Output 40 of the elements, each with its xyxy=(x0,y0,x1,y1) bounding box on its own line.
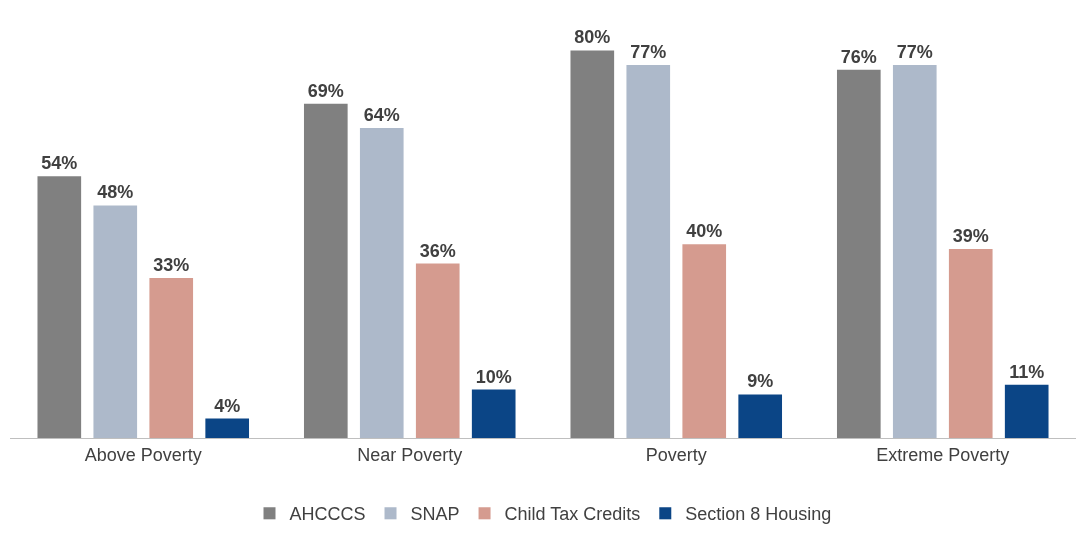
data-label: 54% xyxy=(41,153,78,174)
bar xyxy=(149,278,194,438)
bar xyxy=(626,64,671,438)
bar xyxy=(93,205,138,438)
data-label: 36% xyxy=(419,240,456,261)
data-label: 69% xyxy=(307,80,344,101)
bar xyxy=(682,244,727,438)
data-label: 77% xyxy=(896,41,933,62)
data-label: 10% xyxy=(475,366,512,387)
bar xyxy=(303,103,348,438)
bar xyxy=(359,127,404,438)
bar xyxy=(471,389,516,438)
data-label: 39% xyxy=(952,226,989,247)
bar xyxy=(205,418,250,438)
bar xyxy=(948,249,993,438)
bar xyxy=(1004,384,1049,438)
data-label: 64% xyxy=(363,104,400,125)
legend-label: Child Tax Credits xyxy=(504,504,641,525)
x-tick-label: Above Poverty xyxy=(84,444,202,465)
data-label: 76% xyxy=(840,46,877,67)
legend-label: AHCCCS xyxy=(289,504,366,525)
data-label: 40% xyxy=(686,221,723,242)
x-tick-label: Poverty xyxy=(645,444,707,465)
bar xyxy=(738,394,783,438)
x-tick-label: Extreme Poverty xyxy=(876,444,1010,465)
bar xyxy=(892,64,937,438)
data-label: 4% xyxy=(214,395,241,416)
legend-label: Section 8 Housing xyxy=(685,504,832,525)
bar xyxy=(836,69,881,438)
x-tick-label: Near Poverty xyxy=(357,444,463,465)
data-label: 80% xyxy=(574,27,611,48)
data-label: 33% xyxy=(153,255,190,276)
bar xyxy=(415,263,460,438)
bar xyxy=(37,176,82,438)
data-label: 11% xyxy=(1009,361,1045,382)
legend-label: SNAP xyxy=(410,504,460,525)
data-label: 48% xyxy=(97,182,134,203)
data-label: 77% xyxy=(630,41,667,62)
data-label: 9% xyxy=(747,371,774,392)
bar xyxy=(570,50,615,438)
